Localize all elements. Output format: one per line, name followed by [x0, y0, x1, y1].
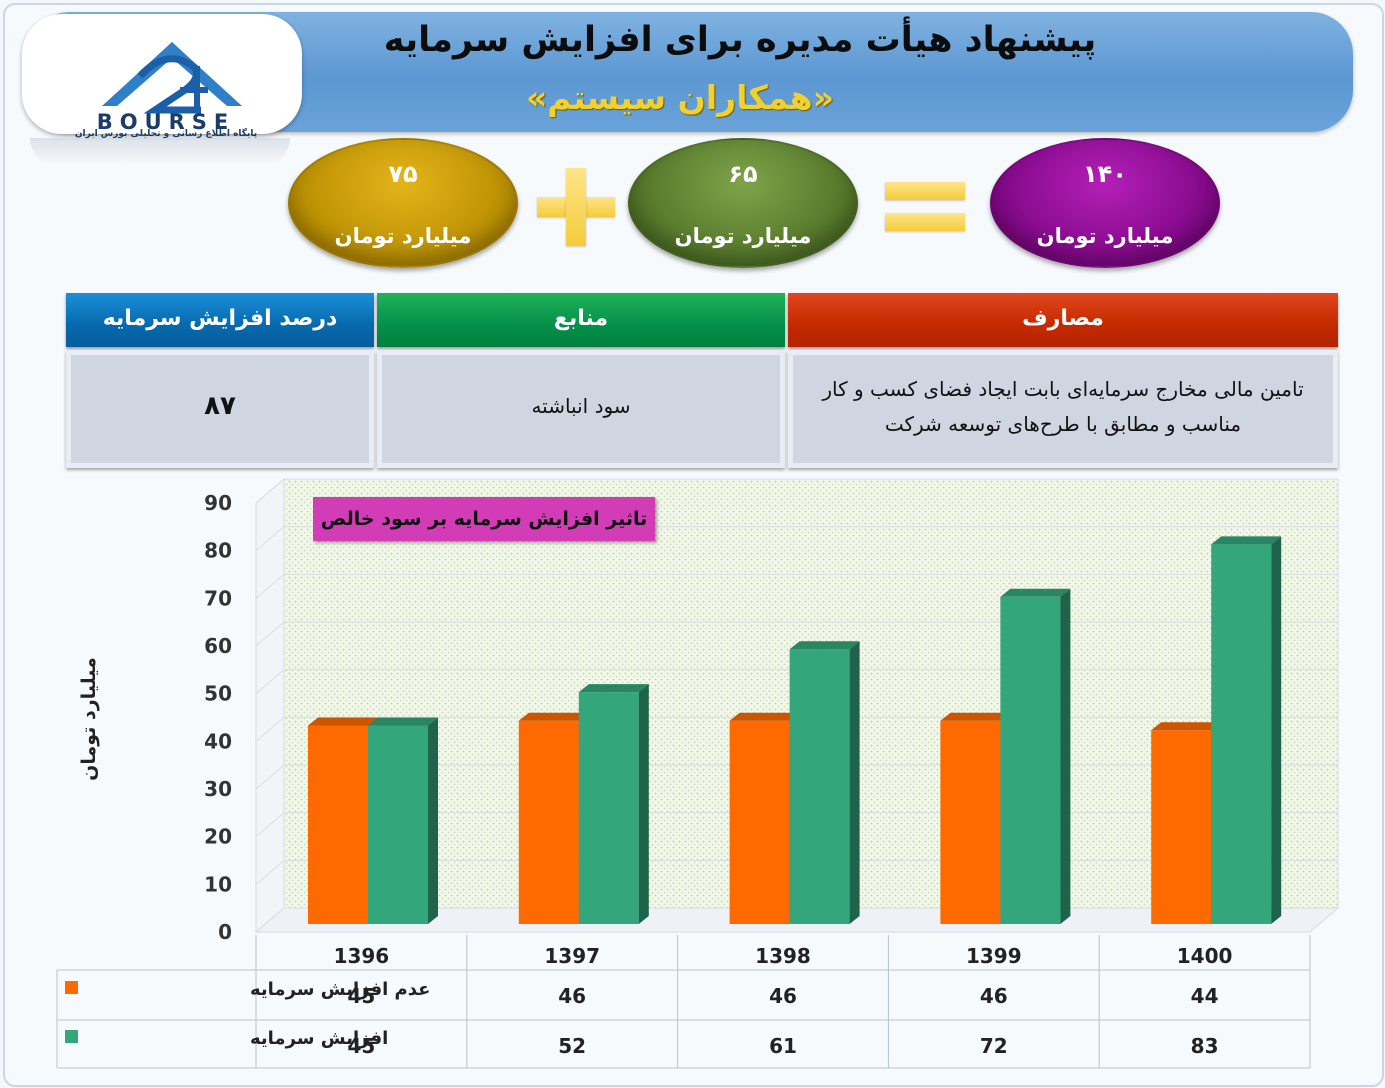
bar — [1211, 544, 1272, 924]
x-tick-label: 1397 — [544, 944, 600, 968]
expenses-line-1: تامین مالی مخارج سرمایه‌ای بابت ایجاد فض… — [822, 377, 1304, 401]
bar-side — [428, 717, 438, 924]
bar-top — [518, 712, 589, 721]
data-label: 61 — [769, 1034, 797, 1058]
equals-icon-lower — [885, 213, 965, 231]
gridline — [255, 478, 1338, 504]
bar-top — [1000, 588, 1071, 597]
y-tick-label: 0 — [218, 920, 232, 944]
y-tick-label: 90 — [204, 491, 232, 515]
bar-side — [638, 684, 649, 924]
left-amount-value: ۷۵ — [388, 160, 418, 188]
y-tick-label: 20 — [204, 825, 232, 849]
bar — [1000, 596, 1061, 924]
bar-side — [1060, 588, 1071, 924]
bar-top — [308, 717, 378, 726]
gridline — [255, 669, 1338, 695]
x-tick-label: 1400 — [1177, 944, 1233, 968]
y-tick-label: 80 — [204, 539, 232, 563]
cell-expenses: تامین مالی مخارج سرمایه‌ای بابت ایجاد فض… — [788, 350, 1338, 468]
page-subtitle: «همکاران سیستم» — [525, 78, 835, 117]
page-title: پیشنهاد هیأت مدیره برای افزایش سرمایه — [383, 20, 1097, 60]
bar-side — [849, 641, 860, 924]
bar-top — [1151, 722, 1222, 731]
bar — [729, 720, 790, 924]
gridline — [255, 573, 1338, 599]
bar-top — [1211, 536, 1282, 545]
bar — [789, 649, 850, 924]
logo: BOURSE پایگاه اطلاع رسانی و تحلیلی بورس … — [22, 14, 302, 139]
logo-reflection — [30, 138, 290, 166]
data-label: 44 — [1191, 984, 1219, 1008]
y-tick-label: 50 — [204, 682, 232, 706]
bar — [1151, 730, 1212, 924]
y-tick-label: 70 — [204, 586, 232, 610]
x-tick-label: 1399 — [966, 944, 1022, 968]
bar — [518, 720, 579, 924]
expenses-line-2: مناسب و مطابق با طرح‌های توسعه شرکت — [884, 412, 1242, 436]
oval-middle-amount: ۶۵ میلیارد تومان — [628, 138, 858, 268]
legend-swatch — [65, 981, 78, 994]
gridline — [255, 526, 1338, 552]
y-tick-label: 40 — [204, 729, 232, 753]
middle-amount-unit: میلیارد تومان — [674, 224, 812, 248]
cell-sources: سود انباشته — [377, 350, 785, 468]
result-amount-value: ۱۴۰ — [1083, 160, 1127, 188]
equals-icon — [885, 182, 965, 200]
y-tick-label: 60 — [204, 634, 232, 658]
logo-tagline: پایگاه اطلاع رسانی و تحلیلی بورس ایران — [74, 129, 258, 139]
logo-word: BOURSE — [96, 110, 236, 134]
bar — [308, 725, 368, 924]
data-label: 83 — [1191, 1034, 1219, 1058]
cell-percent: ۸۷ — [66, 350, 374, 468]
legend-swatch — [65, 1030, 78, 1043]
legend-label: عدم افزایش سرمایه — [250, 979, 430, 1000]
bar-top — [789, 641, 860, 650]
data-label: 46 — [980, 984, 1008, 1008]
data-label: 45 — [347, 1034, 375, 1058]
y-tick-label: 30 — [204, 777, 232, 801]
y-axis-label: میلیارد تومان — [78, 657, 100, 781]
bar-top — [368, 717, 438, 726]
data-label: 52 — [558, 1034, 586, 1058]
plus-icon-vertical — [566, 168, 586, 246]
header-expenses: مصارف — [788, 293, 1338, 347]
gridline — [255, 621, 1338, 647]
header-percent: درصد افزایش سرمایه — [66, 293, 374, 347]
x-tick-label: 1398 — [755, 944, 811, 968]
data-label: 46 — [769, 984, 797, 1008]
middle-amount-value: ۶۵ — [728, 160, 758, 188]
oval-result-amount: ۱۴۰ میلیارد تومان — [990, 138, 1220, 268]
data-label: 46 — [558, 984, 586, 1008]
left-amount-unit: میلیارد تومان — [334, 224, 472, 248]
logo-mark-icon — [102, 42, 242, 114]
bar — [578, 692, 639, 924]
y-tick-label: 10 — [204, 872, 232, 896]
bar-top — [578, 684, 649, 693]
x-tick-label: 1396 — [334, 944, 390, 968]
bar-top — [940, 712, 1011, 721]
result-amount-unit: میلیارد تومان — [1036, 224, 1174, 248]
bar — [368, 725, 428, 924]
bar-top — [729, 712, 800, 721]
bar-side — [1271, 536, 1282, 924]
data-label: 45 — [347, 984, 375, 1008]
oval-left-amount: ۷۵ میلیارد تومان — [288, 138, 518, 268]
header-sources: منابع — [377, 293, 785, 347]
bar — [940, 720, 1001, 924]
chart-title: تاثیر افزایش سرمایه بر سود خالص — [313, 497, 655, 541]
data-label: 72 — [980, 1034, 1008, 1058]
legend-label: افزایش سرمایه — [250, 1028, 388, 1049]
